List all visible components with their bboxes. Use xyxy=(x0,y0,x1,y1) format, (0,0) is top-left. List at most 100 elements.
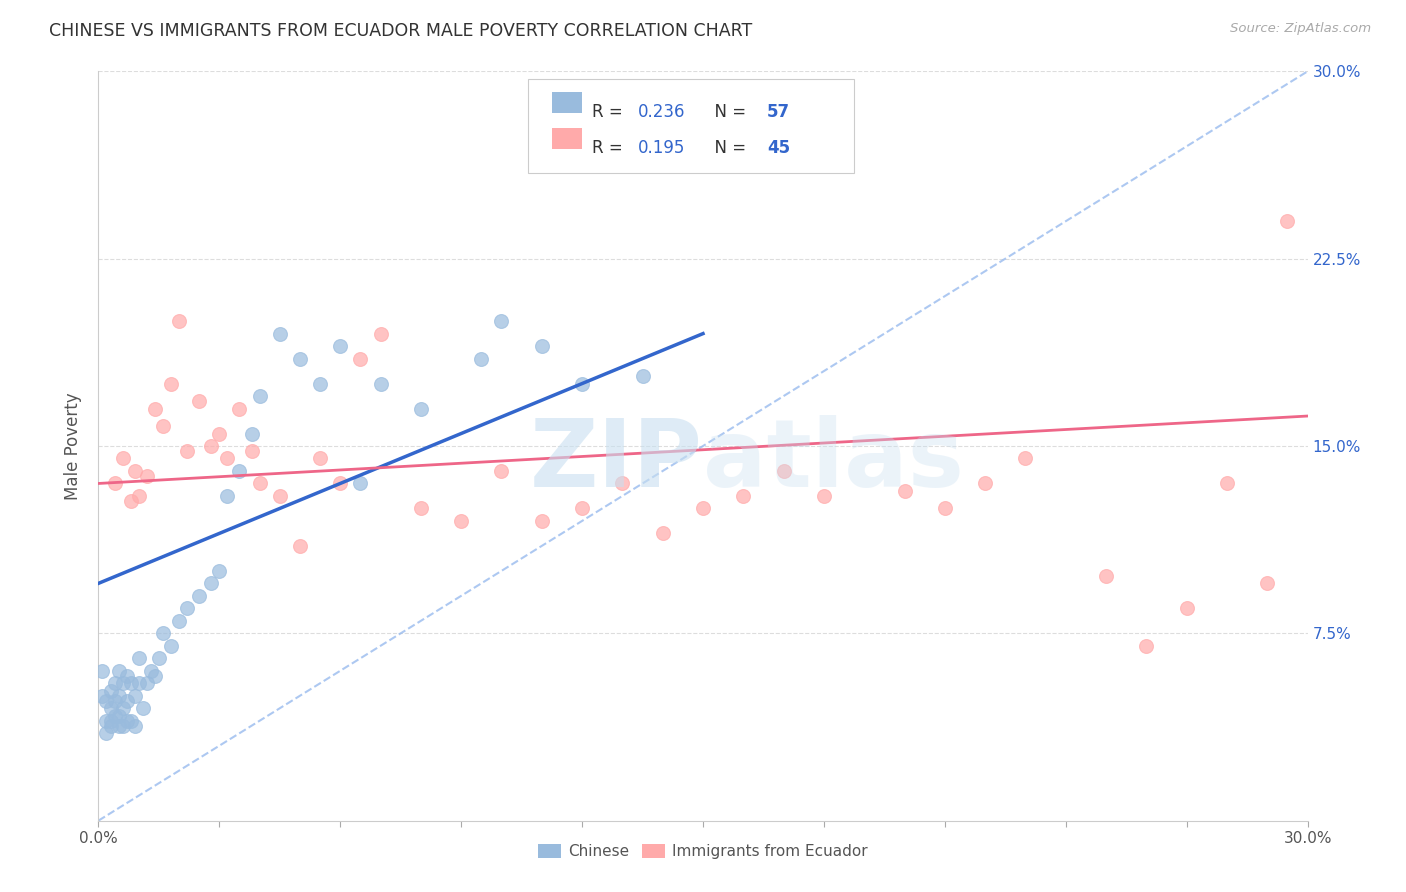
Point xyxy=(107,708,129,723)
Point xyxy=(228,464,250,478)
Point xyxy=(208,426,231,441)
Point xyxy=(96,694,118,708)
Point xyxy=(309,376,332,391)
Point xyxy=(208,564,231,578)
Point xyxy=(100,683,122,698)
Point xyxy=(200,439,222,453)
Point xyxy=(188,589,211,603)
Point xyxy=(612,476,634,491)
Point xyxy=(115,714,138,728)
Point xyxy=(1095,569,1118,583)
Point xyxy=(349,351,371,366)
Point xyxy=(491,314,513,328)
Point xyxy=(692,114,714,128)
Point xyxy=(1216,476,1239,491)
Point xyxy=(571,376,593,391)
Point xyxy=(692,501,714,516)
Point xyxy=(1014,451,1036,466)
Point xyxy=(176,444,198,458)
Point xyxy=(139,664,162,678)
Point xyxy=(269,489,291,503)
Point xyxy=(349,476,371,491)
Point xyxy=(217,451,239,466)
Point xyxy=(240,426,263,441)
Text: N =: N = xyxy=(704,139,752,157)
Point xyxy=(128,676,150,690)
Point xyxy=(772,464,794,478)
Point xyxy=(200,576,222,591)
Point xyxy=(370,376,392,391)
Point xyxy=(288,351,311,366)
Point xyxy=(107,689,129,703)
Y-axis label: Male Poverty: Male Poverty xyxy=(65,392,83,500)
Point xyxy=(91,689,114,703)
Point xyxy=(934,501,956,516)
Point xyxy=(96,714,118,728)
Point xyxy=(240,444,263,458)
Point xyxy=(124,689,146,703)
Point xyxy=(1175,601,1198,615)
Text: 0.236: 0.236 xyxy=(638,103,685,120)
Point xyxy=(651,526,673,541)
Text: 57: 57 xyxy=(768,103,790,120)
Point xyxy=(111,701,134,715)
Point xyxy=(120,494,142,508)
Point xyxy=(1277,214,1299,228)
Point xyxy=(329,476,352,491)
Point xyxy=(288,539,311,553)
Point xyxy=(111,451,134,466)
Point xyxy=(974,476,997,491)
Point xyxy=(128,489,150,503)
Text: atlas: atlas xyxy=(703,415,965,507)
Point xyxy=(111,676,134,690)
Point xyxy=(111,719,134,733)
Point xyxy=(120,676,142,690)
Point xyxy=(470,351,492,366)
Legend: Chinese, Immigrants from Ecuador: Chinese, Immigrants from Ecuador xyxy=(531,838,875,865)
Text: Source: ZipAtlas.com: Source: ZipAtlas.com xyxy=(1230,22,1371,36)
Text: CHINESE VS IMMIGRANTS FROM ECUADOR MALE POVERTY CORRELATION CHART: CHINESE VS IMMIGRANTS FROM ECUADOR MALE … xyxy=(49,22,752,40)
Point xyxy=(107,664,129,678)
Point xyxy=(107,719,129,733)
Point xyxy=(409,401,432,416)
Point xyxy=(217,489,239,503)
Point xyxy=(160,639,183,653)
Point xyxy=(631,369,654,384)
Point xyxy=(1256,576,1278,591)
Point xyxy=(103,694,125,708)
Point xyxy=(103,676,125,690)
Point xyxy=(813,489,835,503)
Point xyxy=(96,726,118,740)
Point xyxy=(143,401,166,416)
Point xyxy=(100,701,122,715)
Point xyxy=(124,719,146,733)
Text: R =: R = xyxy=(592,139,627,157)
Point xyxy=(148,651,170,665)
Point xyxy=(450,514,472,528)
Point xyxy=(188,394,211,409)
Point xyxy=(135,469,157,483)
Point xyxy=(329,339,352,353)
Point xyxy=(100,714,122,728)
Point xyxy=(176,601,198,615)
Point xyxy=(103,476,125,491)
Point xyxy=(228,401,250,416)
Point xyxy=(100,719,122,733)
Point xyxy=(115,669,138,683)
Point xyxy=(132,701,155,715)
Text: 0.195: 0.195 xyxy=(638,139,685,157)
Text: ZIP: ZIP xyxy=(530,415,703,507)
Text: R =: R = xyxy=(592,103,627,120)
Text: N =: N = xyxy=(704,103,752,120)
Point xyxy=(249,389,271,403)
Point xyxy=(269,326,291,341)
Point xyxy=(893,483,915,498)
Text: 45: 45 xyxy=(768,139,790,157)
Point xyxy=(152,419,174,434)
Point xyxy=(309,451,332,466)
Point xyxy=(124,464,146,478)
Point xyxy=(571,501,593,516)
Point xyxy=(491,464,513,478)
Point xyxy=(103,708,125,723)
Point xyxy=(167,614,190,628)
